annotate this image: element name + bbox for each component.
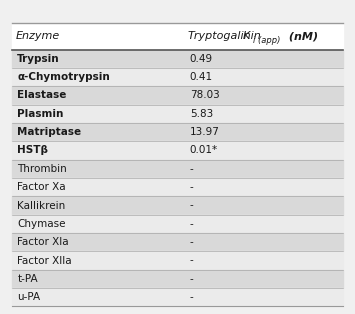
Text: 0.49: 0.49: [190, 54, 213, 64]
Text: 0.01*: 0.01*: [190, 145, 218, 155]
Bar: [12, 215, 343, 233]
Text: -: -: [190, 274, 193, 284]
Bar: [12, 252, 343, 270]
Text: Plasmin: Plasmin: [17, 109, 64, 119]
Text: Factor Xa: Factor Xa: [17, 182, 66, 192]
Text: Elastase: Elastase: [17, 90, 67, 100]
Text: -: -: [190, 256, 193, 266]
Text: -: -: [190, 182, 193, 192]
Bar: [12, 178, 343, 196]
Bar: [12, 196, 343, 215]
Bar: [12, 288, 343, 306]
Text: 13.97: 13.97: [190, 127, 220, 137]
Bar: [12, 50, 343, 68]
Text: Trypsin: Trypsin: [17, 54, 60, 64]
Bar: [12, 141, 343, 160]
Text: α-Chymotrypsin: α-Chymotrypsin: [17, 72, 110, 82]
Text: Chymase: Chymase: [17, 219, 66, 229]
Bar: [12, 105, 343, 123]
Text: K: K: [243, 31, 250, 41]
Text: -: -: [190, 237, 193, 247]
Bar: [12, 233, 343, 252]
Text: 0.41: 0.41: [190, 72, 213, 82]
Text: -: -: [190, 292, 193, 302]
Text: -: -: [190, 164, 193, 174]
Text: Matriptase: Matriptase: [17, 127, 81, 137]
Bar: [12, 160, 343, 178]
Text: -: -: [190, 201, 193, 210]
Text: 78.03: 78.03: [190, 90, 220, 100]
Text: Factor XIa: Factor XIa: [17, 237, 69, 247]
Bar: [12, 123, 343, 141]
Text: Tryptogalinin: Tryptogalinin: [188, 31, 264, 41]
Text: t-PA: t-PA: [17, 274, 38, 284]
Text: i (app): i (app): [253, 35, 280, 45]
Text: u-PA: u-PA: [17, 292, 40, 302]
Text: Thrombin: Thrombin: [17, 164, 67, 174]
Bar: [12, 23, 343, 50]
Bar: [12, 86, 343, 105]
Text: (nM): (nM): [285, 31, 318, 41]
Text: Factor XIIa: Factor XIIa: [17, 256, 72, 266]
Bar: [12, 68, 343, 86]
Text: Kallikrein: Kallikrein: [17, 201, 65, 210]
Text: HSTβ: HSTβ: [17, 145, 48, 155]
Text: -: -: [190, 219, 193, 229]
Bar: [12, 270, 343, 288]
Text: Enzyme: Enzyme: [16, 31, 60, 41]
Text: 5.83: 5.83: [190, 109, 213, 119]
